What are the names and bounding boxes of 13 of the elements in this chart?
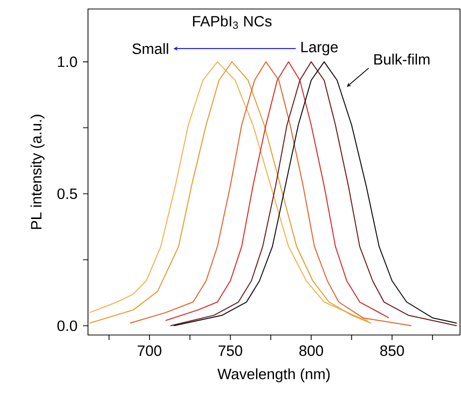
x-tick-label: 700 [138,345,162,356]
annotation: Small [132,43,168,54]
x-axis-title: Wavelength (nm) [217,368,330,382]
y-axis-title: PL intensity (a.u.) [30,114,44,229]
annotation: FAPbI$_{3}$ NCs [193,16,272,29]
annotation: Bulk-film [374,54,430,65]
x-tick-label: 800 [299,345,324,356]
y-tick-label: 0.5 [57,188,77,200]
annotation: Large [301,42,338,56]
x-tick-label: 850 [380,345,404,356]
y-tick-label: 0.0 [57,320,78,332]
x-tick-label: 750 [218,345,242,356]
y-tick-label: 1.0 [58,56,78,68]
